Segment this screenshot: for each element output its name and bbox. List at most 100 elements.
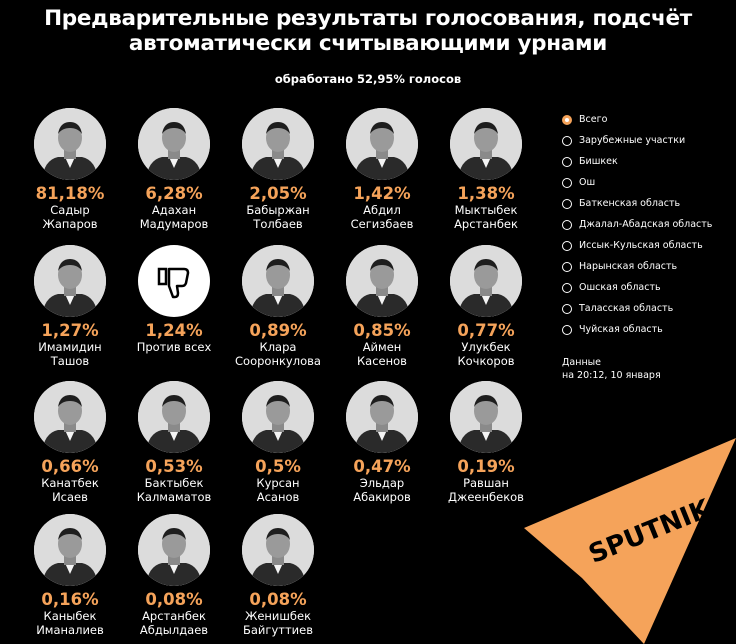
candidate-first-name: Каныбек bbox=[43, 609, 97, 623]
region-option[interactable]: Зарубежные участки bbox=[562, 130, 712, 151]
region-option[interactable]: Нарынская область bbox=[562, 256, 712, 277]
region-option-label: Зарубежные участки bbox=[579, 135, 686, 146]
region-option-label: Джалал-Абадская область bbox=[579, 219, 713, 230]
candidate-card: 0,53% Бактыбек Калмаматов bbox=[114, 381, 234, 504]
candidate-percent: 0,19% bbox=[457, 457, 515, 476]
candidate-percent: 0,85% bbox=[353, 321, 411, 340]
region-option-label: Ошская область bbox=[579, 282, 661, 293]
region-option[interactable]: Ош bbox=[562, 172, 712, 193]
candidate-photo bbox=[138, 108, 210, 180]
candidate-last-name: Арстанбек bbox=[454, 217, 518, 231]
timestamp-label: Данные bbox=[562, 357, 602, 368]
candidate-last-name: Толбаев bbox=[253, 217, 303, 231]
candidate-card: 0,5% Курсан Асанов bbox=[218, 381, 338, 504]
candidate-first-name: Равшан bbox=[463, 476, 509, 490]
candidate-photo bbox=[346, 381, 418, 453]
radio-button[interactable] bbox=[562, 261, 572, 272]
candidate-card: 81,18% Садыр Жапаров bbox=[10, 108, 130, 231]
candidate-first-name: Против всех bbox=[136, 340, 212, 354]
radio-button[interactable] bbox=[562, 177, 572, 188]
radio-button[interactable] bbox=[562, 282, 572, 293]
region-option[interactable]: Всего bbox=[562, 109, 712, 130]
region-option[interactable]: Чуйская область bbox=[562, 319, 712, 340]
candidate-photo bbox=[346, 245, 418, 317]
candidate-photo bbox=[450, 381, 522, 453]
radio-button[interactable] bbox=[562, 303, 572, 314]
candidate-card: 0,16% Каныбек Иманалиев bbox=[10, 514, 130, 637]
radio-button[interactable] bbox=[562, 219, 572, 230]
region-option[interactable]: Джалал-Абадская область bbox=[562, 214, 712, 235]
candidate-card: 6,28% Адахан Мадумаров bbox=[114, 108, 234, 231]
candidate-first-name: Имамидин bbox=[38, 340, 102, 354]
candidate-card: 0,08% Женишбек Байгуттиев bbox=[218, 514, 338, 637]
candidate-photo bbox=[138, 381, 210, 453]
region-option[interactable]: Бишкек bbox=[562, 151, 712, 172]
region-option[interactable]: Ошская область bbox=[562, 277, 712, 298]
candidate-card: 2,05% Бабыржан Толбаев bbox=[218, 108, 338, 231]
candidate-photo bbox=[346, 108, 418, 180]
candidate-percent: 1,42% bbox=[353, 184, 411, 203]
radio-button[interactable] bbox=[562, 198, 572, 209]
region-option-label: Чуйская область bbox=[579, 324, 663, 335]
candidate-photo bbox=[242, 381, 314, 453]
radio-button[interactable] bbox=[562, 114, 572, 125]
radio-button[interactable] bbox=[562, 156, 572, 167]
thumbs-down-icon bbox=[138, 245, 210, 317]
candidate-first-name: Арстанбек bbox=[142, 609, 206, 623]
candidate-percent: 0,47% bbox=[353, 457, 411, 476]
region-option[interactable]: Иссык-Кульская область bbox=[562, 235, 712, 256]
region-option-label: Иссык-Кульская область bbox=[579, 240, 703, 251]
candidate-last-name: Иманалиев bbox=[36, 623, 104, 637]
candidate-photo bbox=[450, 245, 522, 317]
candidate-first-name: Улукбек bbox=[461, 340, 511, 354]
candidate-last-name: Жапаров bbox=[42, 217, 98, 231]
candidate-last-name: Ташов bbox=[50, 354, 90, 368]
candidate-percent: 81,18% bbox=[35, 184, 105, 203]
candidate-percent: 6,28% bbox=[145, 184, 203, 203]
candidate-card: 0,85% Аймен Касенов bbox=[322, 245, 442, 368]
candidate-first-name: Канатбек bbox=[41, 476, 99, 490]
candidate-photo bbox=[34, 108, 106, 180]
candidate-first-name: Эльдар bbox=[359, 476, 405, 490]
region-option-label: Бишкек bbox=[579, 156, 618, 167]
candidate-percent: 0,53% bbox=[145, 457, 203, 476]
candidate-first-name: Женишбек bbox=[244, 609, 312, 623]
candidate-photo bbox=[138, 514, 210, 586]
title-line-2: автоматически считывающими урнами bbox=[128, 31, 608, 56]
region-option[interactable]: Таласская область bbox=[562, 298, 712, 319]
candidate-percent: 1,27% bbox=[41, 321, 99, 340]
candidate-first-name: Адахан bbox=[151, 203, 197, 217]
candidate-percent: 1,24% bbox=[145, 321, 203, 340]
candidate-last-name: Джеенбеков bbox=[448, 490, 524, 504]
candidate-card: 1,42% Абдил Сегизбаев bbox=[322, 108, 442, 231]
radio-button[interactable] bbox=[562, 135, 572, 146]
candidate-last-name: Исаев bbox=[52, 490, 88, 504]
region-option-label: Нарынская область bbox=[579, 261, 678, 272]
candidate-last-name: Мадумаров bbox=[139, 217, 209, 231]
candidate-percent: 0,66% bbox=[41, 457, 99, 476]
region-option-label: Баткенская область bbox=[579, 198, 681, 209]
candidate-card: 1,38% Мыктыбек Арстанбек bbox=[426, 108, 546, 231]
radio-button[interactable] bbox=[562, 240, 572, 251]
timestamp-value: на 20:12, 10 января bbox=[562, 370, 661, 381]
candidate-first-name: Курсан bbox=[256, 476, 300, 490]
candidate-first-name: Мыктыбек bbox=[454, 203, 518, 217]
logo-triangle bbox=[524, 438, 736, 644]
candidate-percent: 0,77% bbox=[457, 321, 515, 340]
candidate-card: 0,66% Канатбек Исаев bbox=[10, 381, 130, 504]
candidate-percent: 0,89% bbox=[249, 321, 307, 340]
region-option-label: Ош bbox=[579, 177, 596, 188]
candidate-last-name: Абакиров bbox=[353, 490, 411, 504]
candidate-card: 0,47% Эльдар Абакиров bbox=[322, 381, 442, 504]
candidate-card: 1,24% Против всех bbox=[114, 245, 234, 354]
subtitle: обработано 52,95% голосов bbox=[274, 72, 462, 86]
candidate-last-name: Асанов bbox=[256, 490, 300, 504]
radio-button[interactable] bbox=[562, 324, 572, 335]
title-line-1: Предварительные результаты голосования, … bbox=[44, 6, 692, 31]
candidate-photo bbox=[242, 245, 314, 317]
candidate-first-name: Абдил bbox=[363, 203, 401, 217]
candidate-percent: 0,08% bbox=[145, 590, 203, 609]
candidate-last-name: Сегизбаев bbox=[350, 217, 414, 231]
candidate-card: 0,08% Арстанбек Абдылдаев bbox=[114, 514, 234, 637]
region-option[interactable]: Баткенская область bbox=[562, 193, 712, 214]
